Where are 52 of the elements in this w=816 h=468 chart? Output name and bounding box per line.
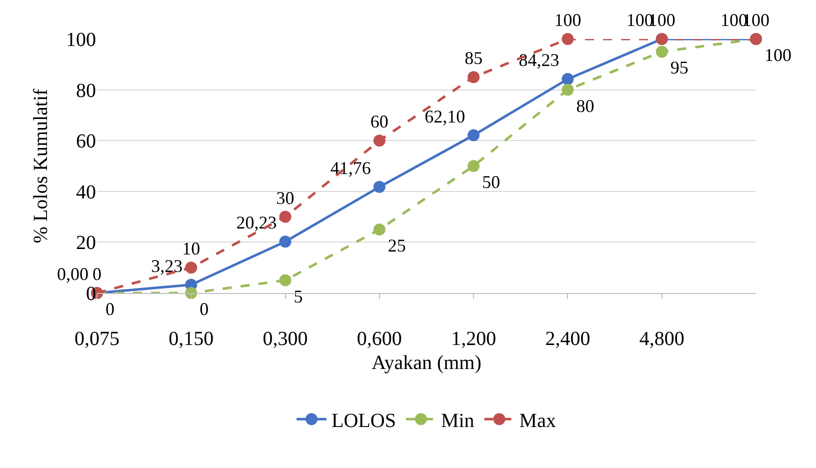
- data-label: 10: [182, 238, 200, 259]
- data-label: 0: [106, 299, 114, 319]
- data-label: 3,23: [151, 256, 183, 276]
- y-tick-label: 40: [76, 181, 96, 204]
- data-label: 95: [670, 58, 688, 78]
- y-axis-title: % Lolos Kumulatif: [30, 88, 52, 244]
- x-tick-label: 0,075: [74, 328, 120, 350]
- x-tick-label: 0,300: [262, 328, 308, 350]
- x-tick-label: 2,400: [545, 328, 590, 350]
- point: [279, 236, 292, 248]
- data-label: 20,23: [236, 212, 277, 233]
- x-tick-label: 4,800: [639, 328, 684, 350]
- data-label: 100: [764, 45, 792, 65]
- point: [562, 84, 574, 96]
- data-label: 85: [464, 48, 483, 68]
- data-label: 41,76: [330, 158, 371, 178]
- data-label: 25: [388, 236, 406, 256]
- point: [373, 180, 386, 193]
- point: [468, 160, 480, 172]
- x-tick-label: 1,200: [451, 328, 496, 350]
- legend-label: LOLOS: [332, 410, 396, 432]
- x-tick-label: 0,150: [168, 328, 214, 350]
- point: [562, 33, 574, 45]
- x-tick-label: 0,600: [356, 328, 402, 350]
- point: [562, 73, 574, 86]
- y-tick-label: 80: [76, 80, 96, 102]
- point: [373, 134, 386, 147]
- point: [279, 274, 292, 286]
- data-label: 30: [276, 188, 294, 208]
- data-label: 100: [554, 10, 582, 30]
- y-tick-label: 100: [66, 29, 96, 51]
- data-label: 0: [200, 299, 209, 319]
- x-axis-title: Ayakan (mm): [372, 352, 482, 374]
- data-label: 0,00: [57, 264, 88, 284]
- point: [468, 129, 480, 142]
- data-label: 84,23: [518, 50, 560, 70]
- point: [373, 224, 386, 236]
- point: [656, 46, 668, 58]
- y-tick-label: 20: [76, 232, 96, 254]
- data-label: 62,10: [424, 106, 466, 126]
- point: [185, 262, 198, 274]
- data-label: 5: [294, 286, 303, 306]
- data-label: 60: [370, 112, 388, 132]
- data-label: 100: [626, 10, 654, 30]
- legend-label: Min: [440, 410, 474, 432]
- point: [468, 71, 480, 84]
- data-label: 80: [576, 96, 594, 116]
- point: [279, 210, 292, 223]
- y-tick-label: 0: [86, 283, 96, 305]
- legend-label: Max: [519, 410, 556, 432]
- y-tick-label: 60: [76, 130, 96, 153]
- data-label: 50: [482, 172, 500, 192]
